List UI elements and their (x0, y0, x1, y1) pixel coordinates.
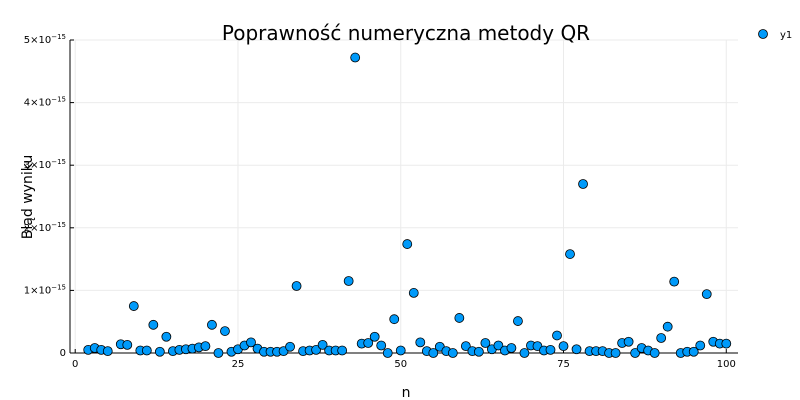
data-point (447, 348, 458, 358)
data-point (389, 314, 400, 325)
data-point (630, 348, 641, 358)
data-point (311, 344, 322, 355)
data-point (350, 52, 361, 63)
x-tick-label: 50 (394, 359, 407, 370)
data-point (552, 330, 562, 341)
data-point (200, 341, 211, 352)
data-point (623, 336, 634, 347)
data-point (415, 337, 426, 348)
data-point (402, 239, 413, 249)
data-point (369, 331, 380, 342)
data-point (649, 348, 660, 358)
y-tick-label: 2×10−15 (24, 221, 66, 234)
axes (69, 39, 738, 354)
y-tick-label: 5×10−15 (24, 33, 66, 46)
legend-marker (758, 29, 768, 39)
legend: y1 (758, 29, 792, 41)
data-point (161, 331, 172, 342)
data-point (343, 276, 354, 286)
data-point (337, 345, 348, 356)
data-point (128, 301, 139, 311)
data-point (207, 319, 217, 330)
data-point (460, 341, 471, 352)
data-point (506, 343, 517, 353)
data-point (382, 348, 393, 358)
data-point (701, 289, 712, 300)
x-tick-label: 0 (72, 359, 78, 370)
data-point (395, 345, 406, 356)
data-point (565, 249, 575, 259)
tick-labels: 0 25 50 75 100 0 1×10−15 2×10−15 3×10−15 4×10−15 5… (24, 33, 736, 370)
data-point (688, 346, 699, 357)
data-point (610, 348, 621, 358)
grid (70, 39, 738, 354)
data-point (154, 346, 165, 357)
x-axis-label: n (402, 385, 411, 400)
data-points (83, 52, 732, 358)
data-point (102, 346, 113, 357)
data-point (656, 333, 667, 343)
data-point (571, 344, 582, 355)
data-point (291, 281, 302, 291)
data-point (558, 341, 569, 352)
data-point (285, 341, 295, 352)
data-point (480, 338, 491, 348)
x-tick-label: 25 (232, 359, 245, 370)
data-point (519, 348, 530, 358)
data-point (148, 319, 159, 330)
y-tick-label: 1×10−15 (24, 283, 66, 296)
y-tick-label: 4×10−15 (24, 96, 66, 109)
y-axis-label: Błąd wyniku (20, 155, 36, 240)
data-point (246, 337, 256, 348)
x-tick-label: 100 (717, 359, 736, 370)
data-point (454, 313, 465, 323)
x-tick-label: 75 (557, 359, 570, 370)
legend-label-y1: y1 (780, 30, 792, 41)
data-point (578, 179, 588, 189)
data-point (513, 316, 523, 326)
data-point (695, 340, 706, 351)
data-point (669, 276, 680, 287)
data-point (317, 339, 328, 350)
y-tick-label: 3×10−15 (24, 158, 66, 171)
data-point (662, 321, 673, 332)
data-point (545, 344, 556, 355)
data-point (141, 345, 152, 356)
data-point (473, 346, 484, 357)
data-point (122, 339, 133, 350)
data-point (428, 348, 439, 358)
data-point (721, 338, 732, 349)
data-point (213, 348, 224, 358)
data-point (493, 340, 504, 351)
y-tick-label: 0 (60, 348, 66, 359)
data-point (220, 326, 230, 336)
chart-title: Poprawność numeryczna metody QR (222, 21, 590, 45)
data-point (408, 288, 419, 298)
data-point (363, 338, 374, 348)
data-point (376, 340, 387, 351)
